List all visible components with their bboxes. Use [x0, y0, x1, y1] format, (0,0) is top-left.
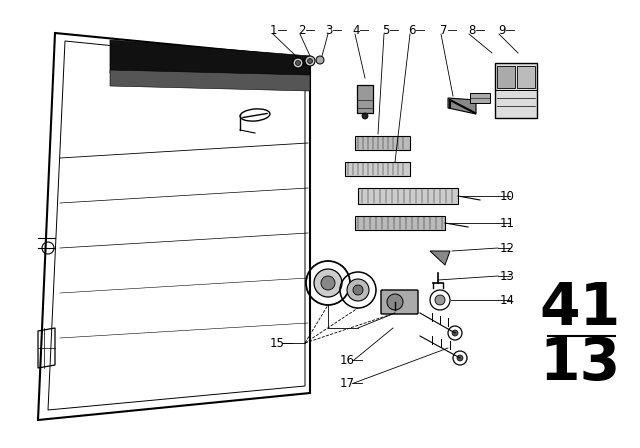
Text: 17: 17	[340, 376, 355, 389]
Text: 3: 3	[325, 23, 332, 36]
FancyBboxPatch shape	[355, 216, 445, 230]
Text: 1: 1	[270, 23, 278, 36]
Circle shape	[353, 285, 363, 295]
FancyBboxPatch shape	[517, 66, 535, 88]
FancyBboxPatch shape	[355, 136, 410, 150]
Circle shape	[314, 269, 342, 297]
Text: 10: 10	[500, 190, 515, 202]
Circle shape	[452, 330, 458, 336]
Text: 13: 13	[500, 270, 515, 283]
Circle shape	[457, 355, 463, 361]
Text: 12: 12	[500, 241, 515, 254]
Circle shape	[362, 113, 368, 119]
Text: 15: 15	[270, 336, 285, 349]
Polygon shape	[110, 40, 310, 78]
FancyBboxPatch shape	[345, 162, 410, 176]
Polygon shape	[430, 251, 450, 265]
Circle shape	[305, 56, 315, 66]
FancyBboxPatch shape	[497, 66, 515, 88]
Polygon shape	[110, 70, 310, 91]
FancyBboxPatch shape	[357, 85, 373, 113]
Circle shape	[307, 59, 312, 64]
Text: 41: 41	[540, 280, 621, 336]
Circle shape	[321, 276, 335, 290]
FancyBboxPatch shape	[470, 93, 490, 103]
Text: 8: 8	[468, 23, 476, 36]
FancyBboxPatch shape	[358, 188, 458, 204]
Circle shape	[316, 56, 324, 64]
Circle shape	[387, 294, 403, 310]
Text: 2: 2	[298, 23, 305, 36]
Text: 9: 9	[498, 23, 506, 36]
Polygon shape	[448, 98, 476, 114]
Text: 11: 11	[500, 216, 515, 229]
FancyBboxPatch shape	[381, 290, 418, 314]
Circle shape	[435, 295, 445, 305]
Text: 16: 16	[340, 353, 355, 366]
Circle shape	[293, 58, 303, 68]
Text: 14: 14	[500, 293, 515, 306]
Circle shape	[296, 60, 301, 65]
Text: 5: 5	[382, 23, 389, 36]
Text: 4: 4	[352, 23, 360, 36]
FancyBboxPatch shape	[495, 63, 537, 118]
Circle shape	[347, 279, 369, 301]
Text: 6: 6	[408, 23, 415, 36]
Text: 7: 7	[440, 23, 447, 36]
Text: 13: 13	[540, 335, 621, 392]
